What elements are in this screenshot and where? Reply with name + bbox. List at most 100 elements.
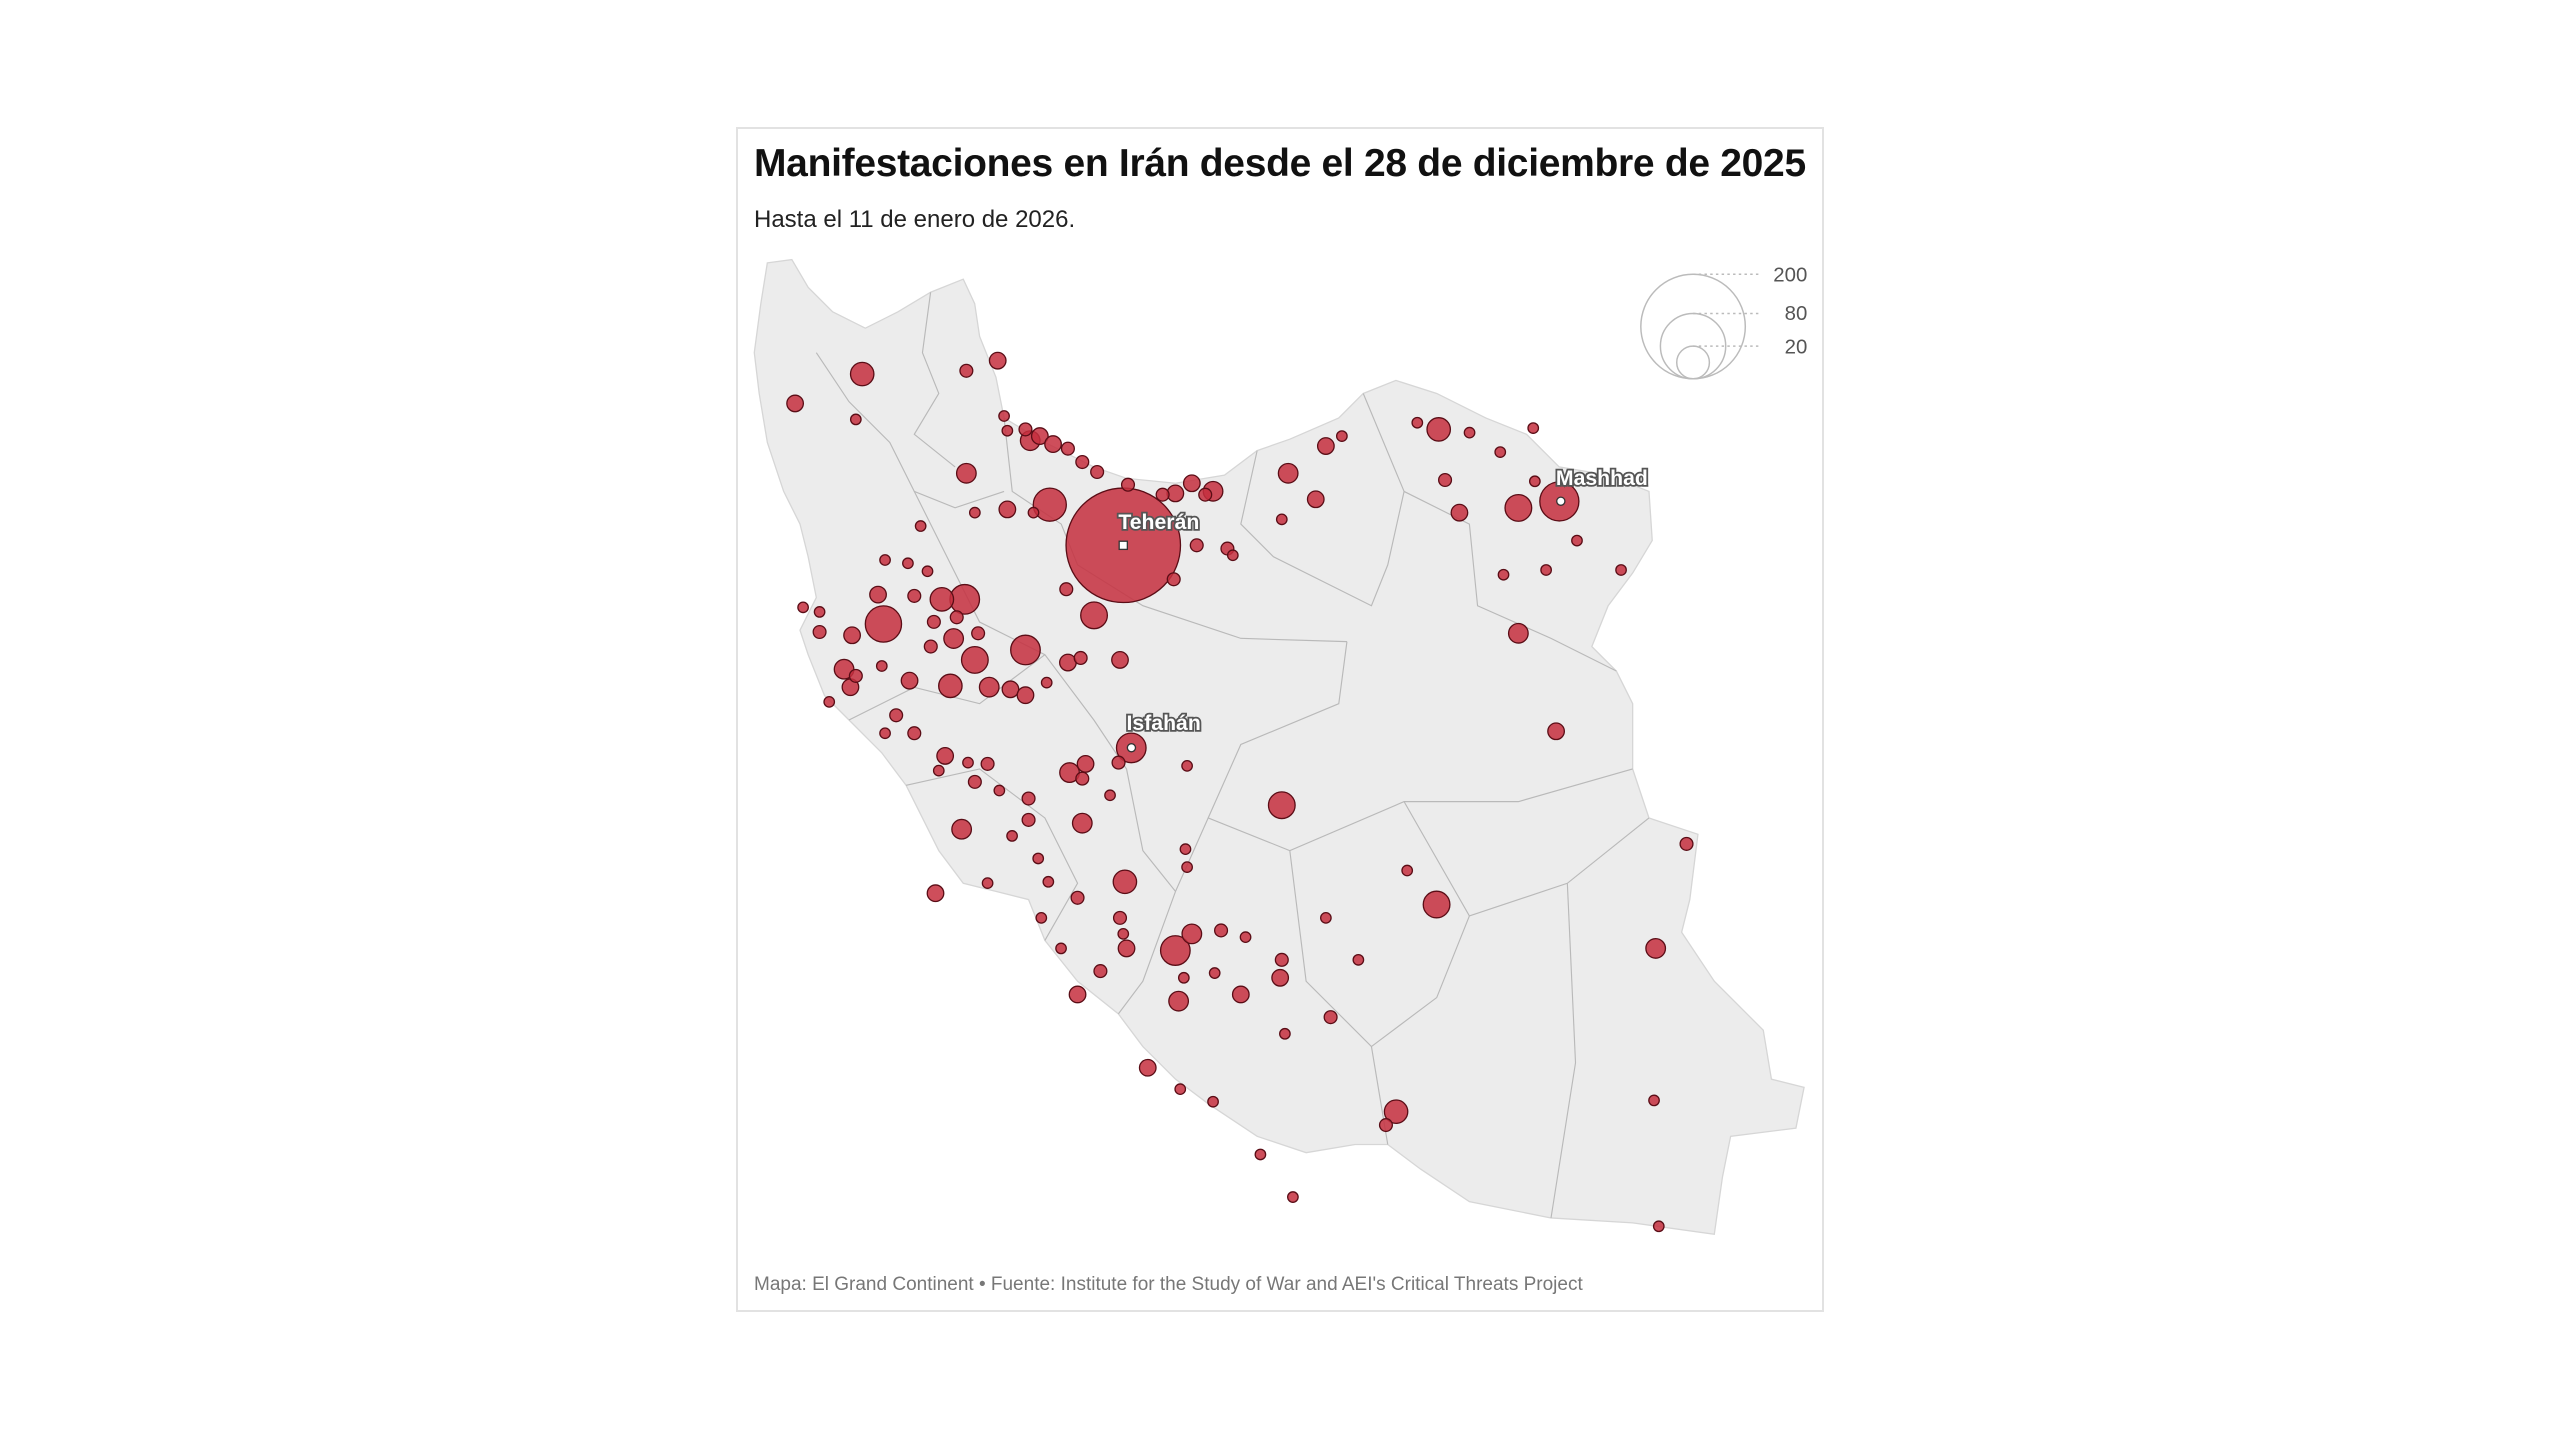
protest-bubble[interactable] <box>1075 771 1090 786</box>
protest-bubble[interactable] <box>1316 437 1335 455</box>
protest-bubble[interactable] <box>1090 464 1105 480</box>
protest-bubble[interactable] <box>967 774 982 789</box>
protest-bubble[interactable] <box>1155 487 1170 502</box>
protest-bubble[interactable] <box>1645 937 1667 959</box>
protest-bubble[interactable] <box>1042 875 1055 888</box>
protest-bubble[interactable] <box>1198 487 1213 502</box>
protest-bubble[interactable] <box>1021 791 1036 806</box>
protest-bubble[interactable] <box>1652 1220 1665 1233</box>
protest-bubble[interactable] <box>1422 890 1451 919</box>
protest-bubble[interactable] <box>1383 1099 1409 1125</box>
protest-bubble[interactable] <box>1254 1148 1267 1161</box>
protest-bubble[interactable] <box>1030 427 1049 445</box>
protest-bubble[interactable] <box>1027 506 1040 519</box>
protest-bubble[interactable] <box>1032 852 1045 865</box>
protest-bubble[interactable] <box>1494 446 1507 458</box>
protest-bubble[interactable] <box>949 583 981 615</box>
protest-bubble[interactable] <box>907 588 922 603</box>
protest-bubble[interactable] <box>875 660 888 672</box>
protest-bubble[interactable] <box>988 351 1007 370</box>
protest-bubble[interactable] <box>1528 475 1541 488</box>
protest-bubble[interactable] <box>951 818 973 840</box>
protest-bubble[interactable] <box>843 626 861 645</box>
protest-bubble[interactable] <box>1571 534 1583 547</box>
protest-bubble[interactable] <box>1527 422 1540 434</box>
protest-bubble[interactable] <box>1117 927 1130 940</box>
protest-bubble[interactable] <box>1271 968 1290 987</box>
protest-bubble[interactable] <box>1059 582 1074 597</box>
protest-bubble[interactable] <box>1274 952 1289 967</box>
protest-bubble[interactable] <box>1231 985 1250 1004</box>
protest-bubble[interactable] <box>1060 441 1075 456</box>
protest-bubble[interactable] <box>929 587 955 612</box>
protest-bubble[interactable] <box>812 624 827 640</box>
protest-bubble[interactable] <box>1426 417 1452 442</box>
protest-bubble[interactable] <box>962 756 974 769</box>
protest-bubble[interactable] <box>949 610 964 625</box>
protest-bubble[interactable] <box>907 726 922 741</box>
protest-bubble[interactable] <box>1287 1191 1299 1203</box>
protest-bubble[interactable] <box>921 565 934 578</box>
protest-bubble[interactable] <box>1018 422 1033 437</box>
protest-bubble[interactable] <box>864 605 903 643</box>
protest-bubble[interactable] <box>1401 864 1414 877</box>
protest-bubble[interactable] <box>1055 942 1067 955</box>
protest-bubble[interactable] <box>879 554 891 566</box>
protest-bubble[interactable] <box>1279 1027 1291 1040</box>
protest-bubble[interactable] <box>1679 836 1694 851</box>
protest-bubble[interactable] <box>889 708 904 723</box>
protest-bubble[interactable] <box>1214 923 1229 938</box>
protest-bubble[interactable] <box>959 363 974 378</box>
protest-bubble[interactable] <box>1463 426 1476 439</box>
protest-bubble[interactable] <box>1323 1010 1338 1025</box>
protest-bubble[interactable] <box>1411 416 1424 429</box>
protest-bubble[interactable] <box>813 606 826 618</box>
protest-bubble[interactable] <box>1006 830 1018 842</box>
protest-bubble[interactable] <box>955 462 977 484</box>
protest-bubble[interactable] <box>1075 454 1090 470</box>
protest-bubble[interactable] <box>1181 759 1193 772</box>
protest-bubble[interactable] <box>1112 869 1138 895</box>
protest-bubble[interactable] <box>1277 462 1299 484</box>
protest-bubble[interactable] <box>1001 680 1020 699</box>
protest-bubble[interactable] <box>1071 812 1093 834</box>
protest-bubble[interactable] <box>926 884 945 903</box>
protest-bubble[interactable] <box>849 361 875 387</box>
protest-bubble[interactable] <box>993 784 1006 797</box>
protest-bubble[interactable] <box>1073 650 1088 666</box>
protest-bubble[interactable] <box>1540 564 1552 576</box>
protest-bubble[interactable] <box>938 673 963 699</box>
protest-bubble[interactable] <box>1352 953 1365 966</box>
protest-bubble[interactable] <box>981 877 994 889</box>
protest-bubble[interactable] <box>1040 676 1053 689</box>
protest-bubble[interactable] <box>1035 912 1048 924</box>
protest-bubble[interactable] <box>1497 568 1510 581</box>
protest-bubble[interactable] <box>923 639 938 654</box>
protest-bubble[interactable] <box>943 628 965 649</box>
protest-bubble[interactable] <box>1016 686 1035 705</box>
protest-bubble[interactable] <box>1059 653 1077 672</box>
protest-bubble[interactable] <box>980 756 995 771</box>
protest-bubble[interactable] <box>998 410 1010 422</box>
protest-bubble[interactable] <box>1336 430 1348 442</box>
protest-bubble[interactable] <box>848 668 863 683</box>
protest-bubble[interactable] <box>1068 985 1087 1004</box>
protest-bubble[interactable] <box>968 506 981 519</box>
protest-bubble[interactable] <box>1112 910 1128 925</box>
protest-bubble[interactable] <box>1070 890 1085 905</box>
protest-bubble[interactable] <box>1179 843 1192 856</box>
protest-bubble[interactable] <box>1010 634 1041 666</box>
protest-bubble[interactable] <box>797 601 809 614</box>
protest-bubble[interactable] <box>1076 755 1095 773</box>
protest-bubble[interactable] <box>1181 923 1203 945</box>
protest-bubble[interactable] <box>786 394 805 413</box>
protest-bubble[interactable] <box>914 520 927 532</box>
protest-bubble[interactable] <box>1174 1083 1187 1096</box>
protest-bubble[interactable] <box>1044 435 1062 453</box>
protest-bubble[interactable] <box>1166 572 1181 587</box>
protest-bubble[interactable] <box>960 645 989 674</box>
protest-bubble[interactable] <box>1111 755 1126 770</box>
protest-bubble[interactable] <box>1093 964 1108 979</box>
protest-bubble[interactable] <box>1450 503 1469 522</box>
protest-bubble[interactable] <box>1166 484 1185 503</box>
